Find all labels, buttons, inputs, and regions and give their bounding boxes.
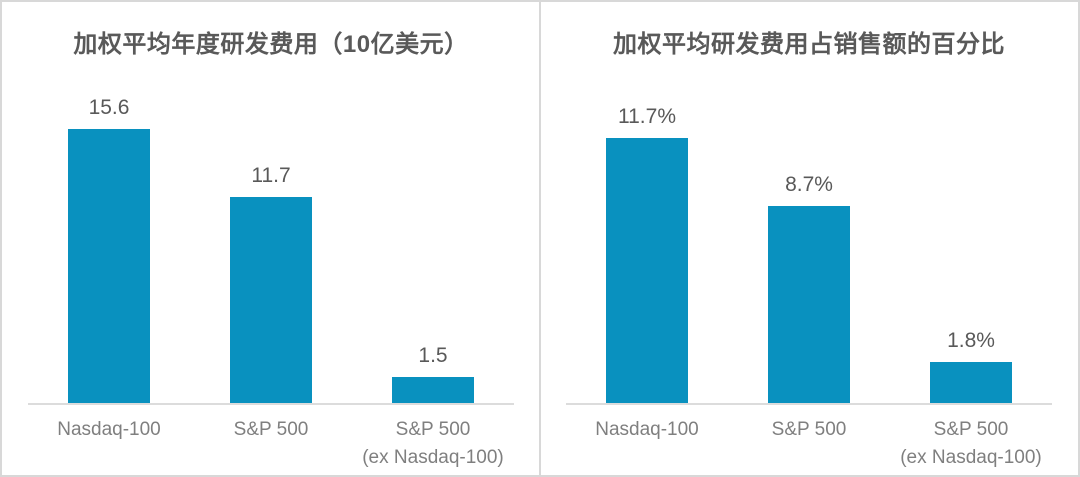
- bar-group: 1.5: [352, 344, 514, 403]
- bar-group: 11.7%: [566, 105, 728, 403]
- bar-group: 8.7%: [728, 173, 890, 403]
- x-axis-category-label: S&P 500: [771, 419, 847, 440]
- bar-value-label: 1.8%: [947, 329, 995, 352]
- chart-panel-rd-expense: 加权平均年度研发费用（10亿美元） 15.6 11.7 1.5 Nasdaq-100…: [2, 2, 540, 475]
- x-axis-category-label: Nasdaq-100: [595, 419, 699, 440]
- x-axis-labels: Nasdaq-100 S&P 500 S&P 500 (ex Nasdaq-100): [566, 416, 1052, 471]
- bar: [606, 138, 688, 403]
- bar-value-label: 15.6: [88, 96, 130, 119]
- plot-area: 15.6 11.7 1.5: [28, 60, 514, 405]
- panel-divider: [539, 2, 541, 475]
- bar: [392, 377, 474, 403]
- x-axis-category-label: S&P 500 (ex Nasdaq-100): [900, 419, 1042, 468]
- bar-group: 1.8%: [890, 329, 1052, 403]
- x-axis-labels: Nasdaq-100 S&P 500 S&P 500 (ex Nasdaq-100): [28, 416, 514, 471]
- bar-group: 15.6: [28, 96, 190, 403]
- bar-value-label: 11.7: [251, 164, 291, 187]
- bar: [68, 129, 150, 403]
- bar: [768, 206, 850, 403]
- plot-area: 11.7% 8.7% 1.8%: [566, 60, 1052, 405]
- chart-title: 加权平均研发费用占销售额的百分比: [613, 31, 1005, 58]
- chart-title: 加权平均年度研发费用（10亿美元）: [73, 31, 469, 58]
- bar-value-label: 1.5: [418, 344, 448, 367]
- x-axis-category-label: Nasdaq-100: [57, 419, 161, 440]
- bar-value-label: 8.7%: [785, 173, 833, 196]
- bar: [230, 197, 312, 403]
- x-axis-category-label: S&P 500: [233, 419, 309, 440]
- x-axis-category-label: S&P 500 (ex Nasdaq-100): [362, 419, 504, 468]
- bar-value-label: 11.7%: [618, 105, 676, 128]
- bar-group: 11.7: [190, 164, 352, 403]
- bar: [930, 362, 1012, 403]
- chart-panel-rd-percent-of-sales: 加权平均研发费用占销售额的百分比 11.7% 8.7% 1.8% Nasdaq-10…: [540, 2, 1078, 475]
